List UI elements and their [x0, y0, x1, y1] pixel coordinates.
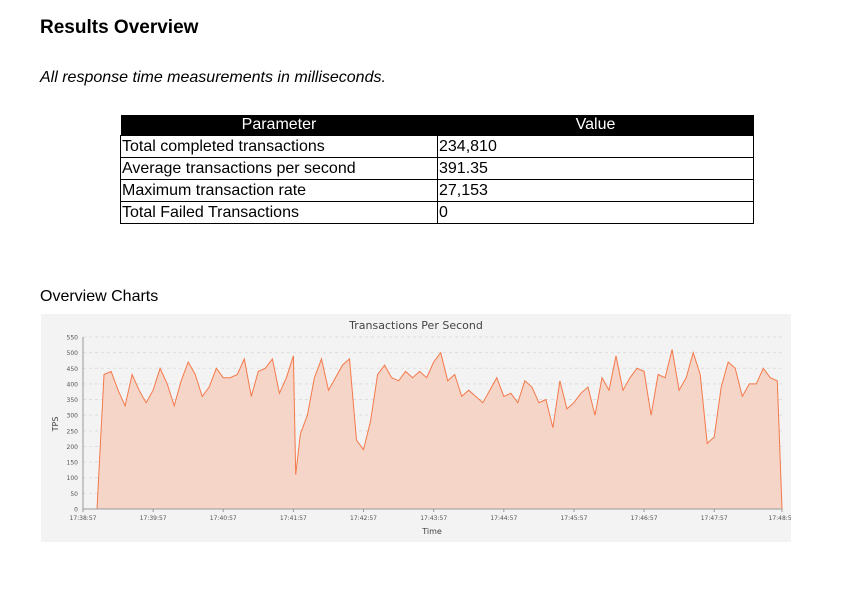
- y-tick-label: 150: [67, 460, 79, 467]
- table-row: Average transactions per second 391.35: [120, 157, 754, 180]
- x-tick-label: 17:41:57: [280, 515, 307, 522]
- table-header-row: Parameter Value: [120, 115, 754, 136]
- y-tick-label: 50: [70, 491, 78, 498]
- x-tick-label: 17:47:57: [701, 515, 728, 522]
- x-tick-label: 17:42:57: [350, 515, 377, 522]
- y-axis-label: TPS: [51, 417, 60, 433]
- x-tick-label: 17:44:57: [490, 515, 517, 522]
- section-heading-charts: Overview Charts: [40, 288, 159, 305]
- results-table: Parameter Value Total completed transact…: [120, 115, 754, 224]
- x-tick-label: 17:40:57: [210, 515, 237, 522]
- tps-area: [83, 349, 782, 509]
- y-tick-label: 250: [67, 428, 79, 435]
- measurement-note: All response time measurements in millis…: [40, 69, 386, 86]
- value-cell: 234,810: [437, 135, 754, 158]
- parameter-cell: Total completed transactions: [120, 135, 438, 158]
- table-row: Total completed transactions 234,810: [120, 135, 754, 158]
- table-row: Total Failed Transactions 0: [120, 201, 754, 224]
- parameter-cell: Average transactions per second: [120, 157, 438, 180]
- x-tick-label: 17:38:57: [70, 515, 97, 522]
- y-tick-label: 0: [74, 507, 78, 514]
- y-tick-label: 350: [67, 397, 79, 404]
- y-tick-label: 300: [67, 413, 79, 420]
- tps-chart-svg: Transactions Per Second Time TPS 0 50 100 1…: [51, 319, 796, 536]
- y-tick-label: 200: [67, 444, 79, 451]
- y-tick-label: 550: [67, 335, 79, 342]
- x-tick-label: 17:45:57: [560, 515, 587, 522]
- y-tick-label: 100: [67, 475, 79, 482]
- y-tick-label: 500: [67, 350, 79, 357]
- value-cell: 27,153: [437, 179, 754, 202]
- column-header-parameter: Parameter: [120, 115, 438, 136]
- x-tick-label: 17:48:55: [769, 515, 791, 522]
- page-title: Results Overview: [40, 17, 199, 38]
- column-header-value: Value: [437, 115, 754, 136]
- chart-title: Transactions Per Second: [348, 319, 483, 332]
- parameter-cell: Maximum transaction rate: [120, 179, 438, 202]
- y-tick-label: 450: [67, 366, 79, 373]
- table-row: Maximum transaction rate 27,153: [120, 179, 754, 202]
- value-cell: 0: [437, 201, 754, 224]
- x-tick-label: 17:46:57: [631, 515, 658, 522]
- tps-chart: Transactions Per Second Time TPS 0 50 100 1…: [41, 314, 796, 542]
- tps-series-line: [83, 349, 783, 510]
- parameter-cell: Total Failed Transactions: [120, 201, 438, 224]
- x-tick-label: 17:43:57: [420, 515, 447, 522]
- value-cell: 391.35: [437, 157, 754, 180]
- x-axis-label: Time: [421, 527, 442, 536]
- y-tick-label: 400: [67, 381, 79, 388]
- x-tick-label: 17:39:57: [140, 515, 167, 522]
